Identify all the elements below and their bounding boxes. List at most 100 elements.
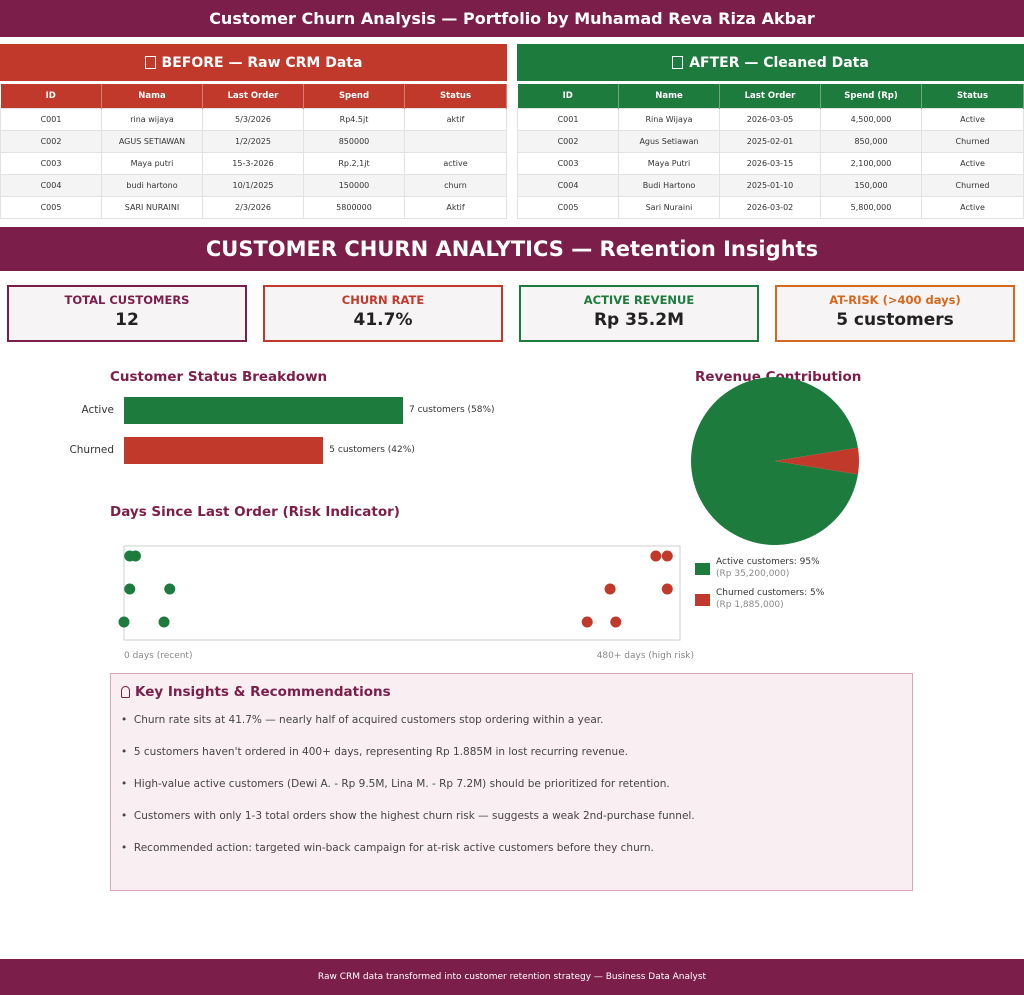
table-cell: 15-3-2026	[202, 152, 304, 175]
page-title: Customer Churn Analysis — Portfolio by M…	[0, 0, 1024, 37]
bar-churned	[124, 437, 324, 464]
table-cell: 150000	[303, 174, 405, 197]
table-cell: Maya putri	[101, 152, 203, 175]
table-cell: C001	[0, 108, 102, 131]
table-cell: 2026-03-15	[719, 152, 821, 175]
kpi-active-revenue: ACTIVE REVENUE Rp 35.2M	[519, 285, 759, 342]
bar-data-label: 7 customers (58%)	[409, 405, 495, 415]
legend-item-active: Active customers: 95% (Rp 35,200,000)	[695, 557, 875, 579]
table-cell: 4,500,000	[820, 108, 922, 131]
column-header: Spend	[303, 84, 405, 109]
table-cell: C001	[517, 108, 619, 131]
after-panel-header: AFTER — Cleaned Data	[517, 44, 1024, 81]
column-header: Last Order	[202, 84, 304, 109]
risk-scatter-chart: 0 days (recent) 480+ days (high risk)	[118, 545, 694, 661]
legend-sublabel: (Rp 1,885,000)	[716, 600, 784, 610]
column-header: Status	[921, 84, 1024, 109]
insight-item: • Churn rate sits at 41.7% — nearly half…	[121, 714, 604, 726]
table-cell: Active	[921, 196, 1024, 219]
before-panel-title: BEFORE — Raw CRM Data	[161, 54, 363, 71]
insight-item: • Recommended action: targeted win-back …	[121, 842, 654, 854]
scatter-point-churned	[650, 550, 662, 562]
legend-label: Active customers: 95%	[716, 557, 820, 567]
status-chart-title: Customer Status Breakdown	[110, 369, 328, 385]
revenue-pie-chart	[691, 377, 859, 545]
table-row: C001 rina wijaya 5/3/2026 Rp4.5jt aktif	[0, 108, 507, 131]
table-cell: Budi Hartono	[618, 174, 720, 197]
table-cell	[404, 130, 507, 153]
after-table: ID Name Last Order Spend (Rp) Status C001 Rin…	[517, 84, 1024, 219]
bar-data-label: 5 customers (42%)	[329, 445, 415, 455]
insight-item: • Customers with only 1-3 total orders s…	[121, 810, 695, 822]
column-header: Name	[618, 84, 720, 109]
table-cell: Aktif	[404, 196, 507, 219]
table-cell: C002	[0, 130, 102, 153]
table-cell: aktif	[404, 108, 507, 131]
kpi-at-risk: AT-RISK (>400 days) 5 customers	[775, 285, 1015, 342]
insight-item: • High-value active customers (Dewi A. -…	[121, 778, 670, 790]
table-cell: Rp.2,1jt	[303, 152, 405, 175]
before-panel-header: BEFORE — Raw CRM Data	[0, 44, 507, 81]
table-cell: churn	[404, 174, 507, 197]
bar-active	[124, 397, 403, 424]
risk-chart-title: Days Since Last Order (Risk Indicator)	[110, 504, 400, 520]
table-row: C002 AGUS SETIAWAN 1/2/2025 850000	[0, 130, 507, 153]
kpi-churn-rate: CHURN RATE 41.7%	[263, 285, 503, 342]
scatter-point-active	[124, 583, 136, 595]
x-axis-min-label: 0 days (recent)	[124, 651, 192, 661]
table-cell: Agus Setiawan	[618, 130, 720, 153]
table-cell: 10/1/2025	[202, 174, 304, 197]
kpi-total-customers: TOTAL CUSTOMERS 12	[7, 285, 247, 342]
scatter-plot-area	[123, 545, 681, 641]
table-cell: Rp4.5jt	[303, 108, 405, 131]
table-cell: Maya Putri	[618, 152, 720, 175]
pie-slice-active	[691, 377, 858, 545]
legend-sublabel: (Rp 35,200,000)	[716, 569, 790, 579]
legend-item-churned: Churned customers: 5% (Rp 1,885,000)	[695, 588, 875, 610]
kpi-value: 12	[115, 310, 139, 330]
table-cell: C004	[0, 174, 102, 197]
kpi-label: TOTAL CUSTOMERS	[64, 293, 190, 307]
table-cell: 150,000	[820, 174, 922, 197]
lightbulb-icon	[121, 686, 130, 698]
status-bar-chart: Active 7 customers (58%) Churned 5 customer…	[0, 390, 600, 480]
scatter-point-active	[164, 583, 176, 595]
scatter-point-active	[129, 550, 141, 562]
table-cell: C005	[0, 196, 102, 219]
before-table: ID Nama Last Order Spend Status C001 rina wij…	[0, 84, 507, 219]
table-cell: 2025-02-01	[719, 130, 821, 153]
table-cell: rina wijaya	[101, 108, 203, 131]
table-cell: C002	[517, 130, 619, 153]
footer: Raw CRM data transformed into customer r…	[0, 959, 1024, 995]
kpi-label: ACTIVE REVENUE	[583, 293, 695, 307]
table-cell: Active	[921, 108, 1024, 131]
table-cell: Churned	[921, 174, 1024, 197]
insights-header: Key Insights & Recommendations	[121, 684, 391, 700]
table-row: C005 Sari Nuraini 2026-03-02 5,800,000 Activ…	[517, 196, 1024, 219]
kpi-value: Rp 35.2M	[593, 310, 685, 330]
kpi-value: 41.7%	[353, 310, 413, 330]
column-header: Status	[404, 84, 507, 109]
column-header: Last Order	[719, 84, 821, 109]
table-row: C005 SARI NURAINI 2/3/2026 5800000 Aktif	[0, 196, 507, 219]
table-cell: 850,000	[820, 130, 922, 153]
kpi-value: 5 customers	[836, 310, 954, 330]
x-axis-max-label: 480+ days (high risk)	[597, 651, 694, 661]
insights-title: Key Insights & Recommendations	[135, 684, 391, 700]
table-row: C001 Rina Wijaya 2026-03-05 4,500,000 Active	[517, 108, 1024, 131]
table-row: C002 Agus Setiawan 2025-02-01 850,000 Churne…	[517, 130, 1024, 153]
table-cell: Active	[921, 152, 1024, 175]
revenue-chart-title: Revenue Contribution	[695, 369, 862, 385]
table-row: C003 Maya putri 15-3-2026 Rp.2,1jt active	[0, 152, 507, 175]
table-cell: Churned	[921, 130, 1024, 153]
table-row: C004 Budi Hartono 2025-01-10 150,000 Churned	[517, 174, 1024, 197]
column-header: Spend (Rp)	[820, 84, 922, 109]
scatter-point-churned	[604, 583, 616, 595]
table-cell: active	[404, 152, 507, 175]
table-cell: AGUS SETIAWAN	[101, 130, 203, 153]
table-cell: 2,100,000	[820, 152, 922, 175]
analytics-banner: CUSTOMER CHURN ANALYTICS — Retention Ins…	[0, 227, 1024, 271]
scatter-point-churned	[661, 550, 673, 562]
table-row: C004 budi hartono 10/1/2025 150000 churn	[0, 174, 507, 197]
table-cell: Sari Nuraini	[618, 196, 720, 219]
